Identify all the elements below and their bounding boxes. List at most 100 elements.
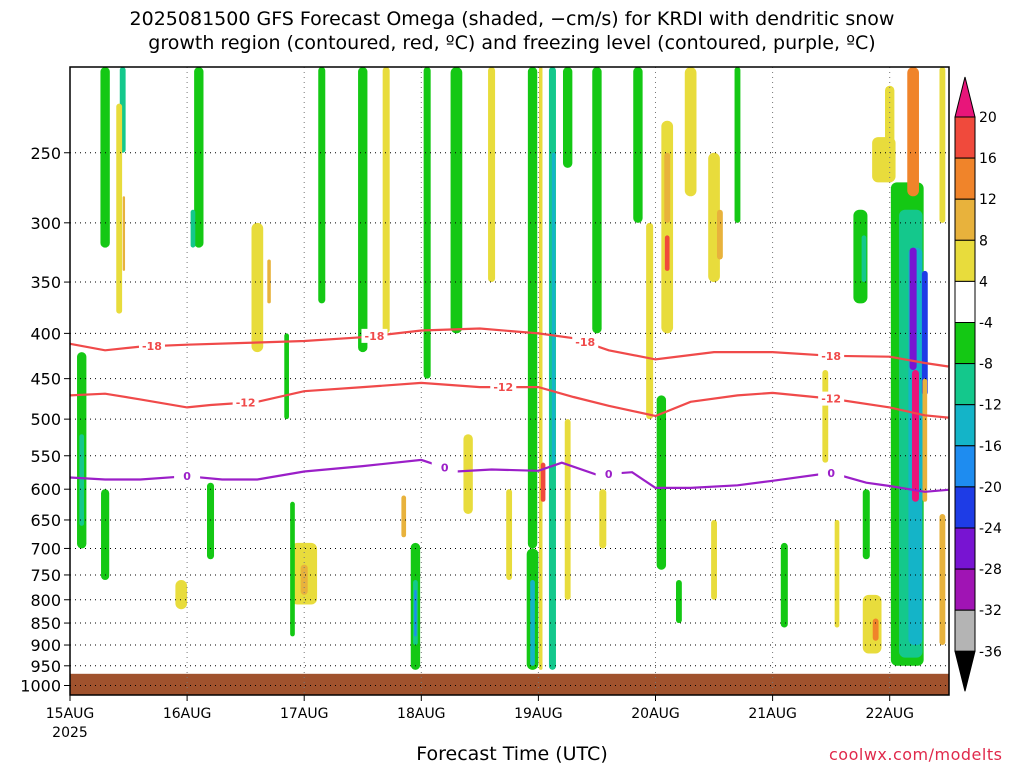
omega-cell — [175, 580, 188, 610]
colorbar-bin — [954, 486, 976, 529]
omega-cell — [551, 152, 556, 463]
contour-label: -18 — [575, 336, 595, 349]
y-tick-label: 950 — [30, 657, 61, 676]
omega-cell — [251, 222, 264, 353]
omega-cell — [194, 67, 204, 248]
colorbar-label: 4 — [979, 274, 988, 290]
y-tick-label: 350 — [30, 273, 61, 292]
colorbar: 20 16 12 8 4 -4 -8 -12 -16 -20 -24 -28 -32 -36 — [954, 76, 1002, 692]
credit-link[interactable]: coolwx.com/modelts — [829, 745, 1003, 764]
omega-cell — [562, 67, 573, 168]
omega-cell — [488, 67, 496, 283]
omega-shading — [77, 67, 946, 670]
colorbar-bin — [954, 568, 976, 611]
omega-cell — [450, 67, 463, 334]
colorbar-cap-bottom — [954, 650, 976, 692]
colorbar-bin — [954, 404, 976, 447]
omega-cell — [540, 462, 546, 502]
y-tick-label: 300 — [30, 214, 61, 233]
contour-label-bg — [138, 339, 165, 354]
y-tick-label: 250 — [30, 144, 61, 163]
omega-cell — [939, 514, 946, 646]
colorbar-bin — [954, 157, 976, 200]
y-tick-label: 750 — [30, 566, 61, 585]
omega-cell — [907, 67, 919, 197]
colorbar-label: -12 — [979, 398, 1002, 414]
colorbar-cap-top — [954, 76, 976, 118]
omega-cell — [79, 434, 85, 526]
y-tick-label: 850 — [30, 614, 61, 633]
chart-title-line-1: 2025081500 GFS Forecast Omega (shaded, −… — [129, 8, 895, 30]
contour-label: -12 — [493, 381, 513, 394]
x-tick-label: 21AUG — [748, 706, 797, 722]
contour--12 — [69, 381, 949, 419]
colorbar-bin — [954, 445, 976, 488]
omega-cell — [716, 209, 723, 260]
omega-cell — [939, 67, 946, 223]
ground-layer — [70, 673, 949, 695]
colorbar-label: -8 — [979, 357, 993, 373]
omega-cell — [599, 489, 607, 549]
colorbar-bin — [954, 363, 976, 406]
omega-cell — [527, 67, 538, 549]
x-tick-label: 19AUG — [514, 706, 563, 722]
contour-label: -12 — [821, 393, 841, 406]
omega-cell — [116, 103, 123, 314]
omega-cell — [382, 67, 390, 334]
y-tick-label: 400 — [30, 324, 61, 343]
omega-cell — [861, 235, 867, 283]
x-tick-year: 2025 — [52, 725, 88, 741]
omega-cell — [592, 67, 602, 334]
omega-cell — [530, 580, 535, 666]
omega-cell — [872, 618, 879, 641]
omega-cell — [911, 370, 919, 502]
omega-cell — [661, 120, 674, 334]
omega-cell — [564, 419, 571, 600]
omega-cell — [922, 378, 928, 502]
y-tick-label: 550 — [30, 447, 61, 466]
colorbar-label: 8 — [979, 233, 988, 249]
omega-cell — [290, 501, 295, 637]
colorbar-label: 20 — [979, 110, 997, 126]
colorbar-bin — [954, 280, 976, 323]
plot-frame — [69, 66, 950, 696]
y-tick-label: 450 — [30, 370, 61, 389]
omega-cell — [318, 67, 326, 304]
y-tick-label: 650 — [30, 511, 61, 530]
contour-label: -12 — [236, 397, 256, 410]
omega-cell — [414, 590, 417, 637]
omega-cell — [711, 519, 717, 600]
colorbar-bin — [954, 198, 976, 241]
omega-cell — [300, 564, 308, 595]
omega-cell — [122, 196, 126, 271]
omega-cell — [885, 85, 895, 168]
omega-cell — [207, 482, 215, 560]
y-tick-label: 600 — [30, 480, 61, 499]
omega-cell — [909, 247, 917, 371]
contour-label-bg — [490, 380, 517, 395]
contour-label: 0 — [441, 462, 449, 475]
contour-label-bg — [818, 465, 845, 480]
contour-label-bg — [572, 335, 599, 350]
omega-cell — [921, 270, 928, 396]
omega-cell — [423, 67, 431, 379]
x-tick-label: 20AUG — [631, 706, 680, 722]
contour-label-bg — [232, 395, 259, 410]
omega-cell — [834, 519, 840, 628]
contour-label: 0 — [827, 467, 835, 480]
y-tick-label: 500 — [30, 410, 61, 429]
contour-lines: -18 -18 -18 -18 -12 -12 -12 0 0 0 0 — [69, 327, 949, 493]
colorbar-label: 12 — [979, 192, 997, 208]
x-tick-label: 22AUG — [865, 706, 914, 722]
contour-label: -18 — [142, 340, 162, 353]
omega-cell — [538, 67, 543, 670]
x-tick-label: 15AUG — [46, 706, 95, 722]
colorbar-label: -28 — [979, 562, 1002, 578]
colorbar-label: -16 — [979, 439, 1002, 455]
omega-cell — [267, 259, 271, 304]
omega-cell — [684, 67, 697, 197]
omega-cell — [100, 67, 110, 248]
colorbar-label: -36 — [979, 644, 1002, 660]
omega-cell — [633, 67, 643, 223]
